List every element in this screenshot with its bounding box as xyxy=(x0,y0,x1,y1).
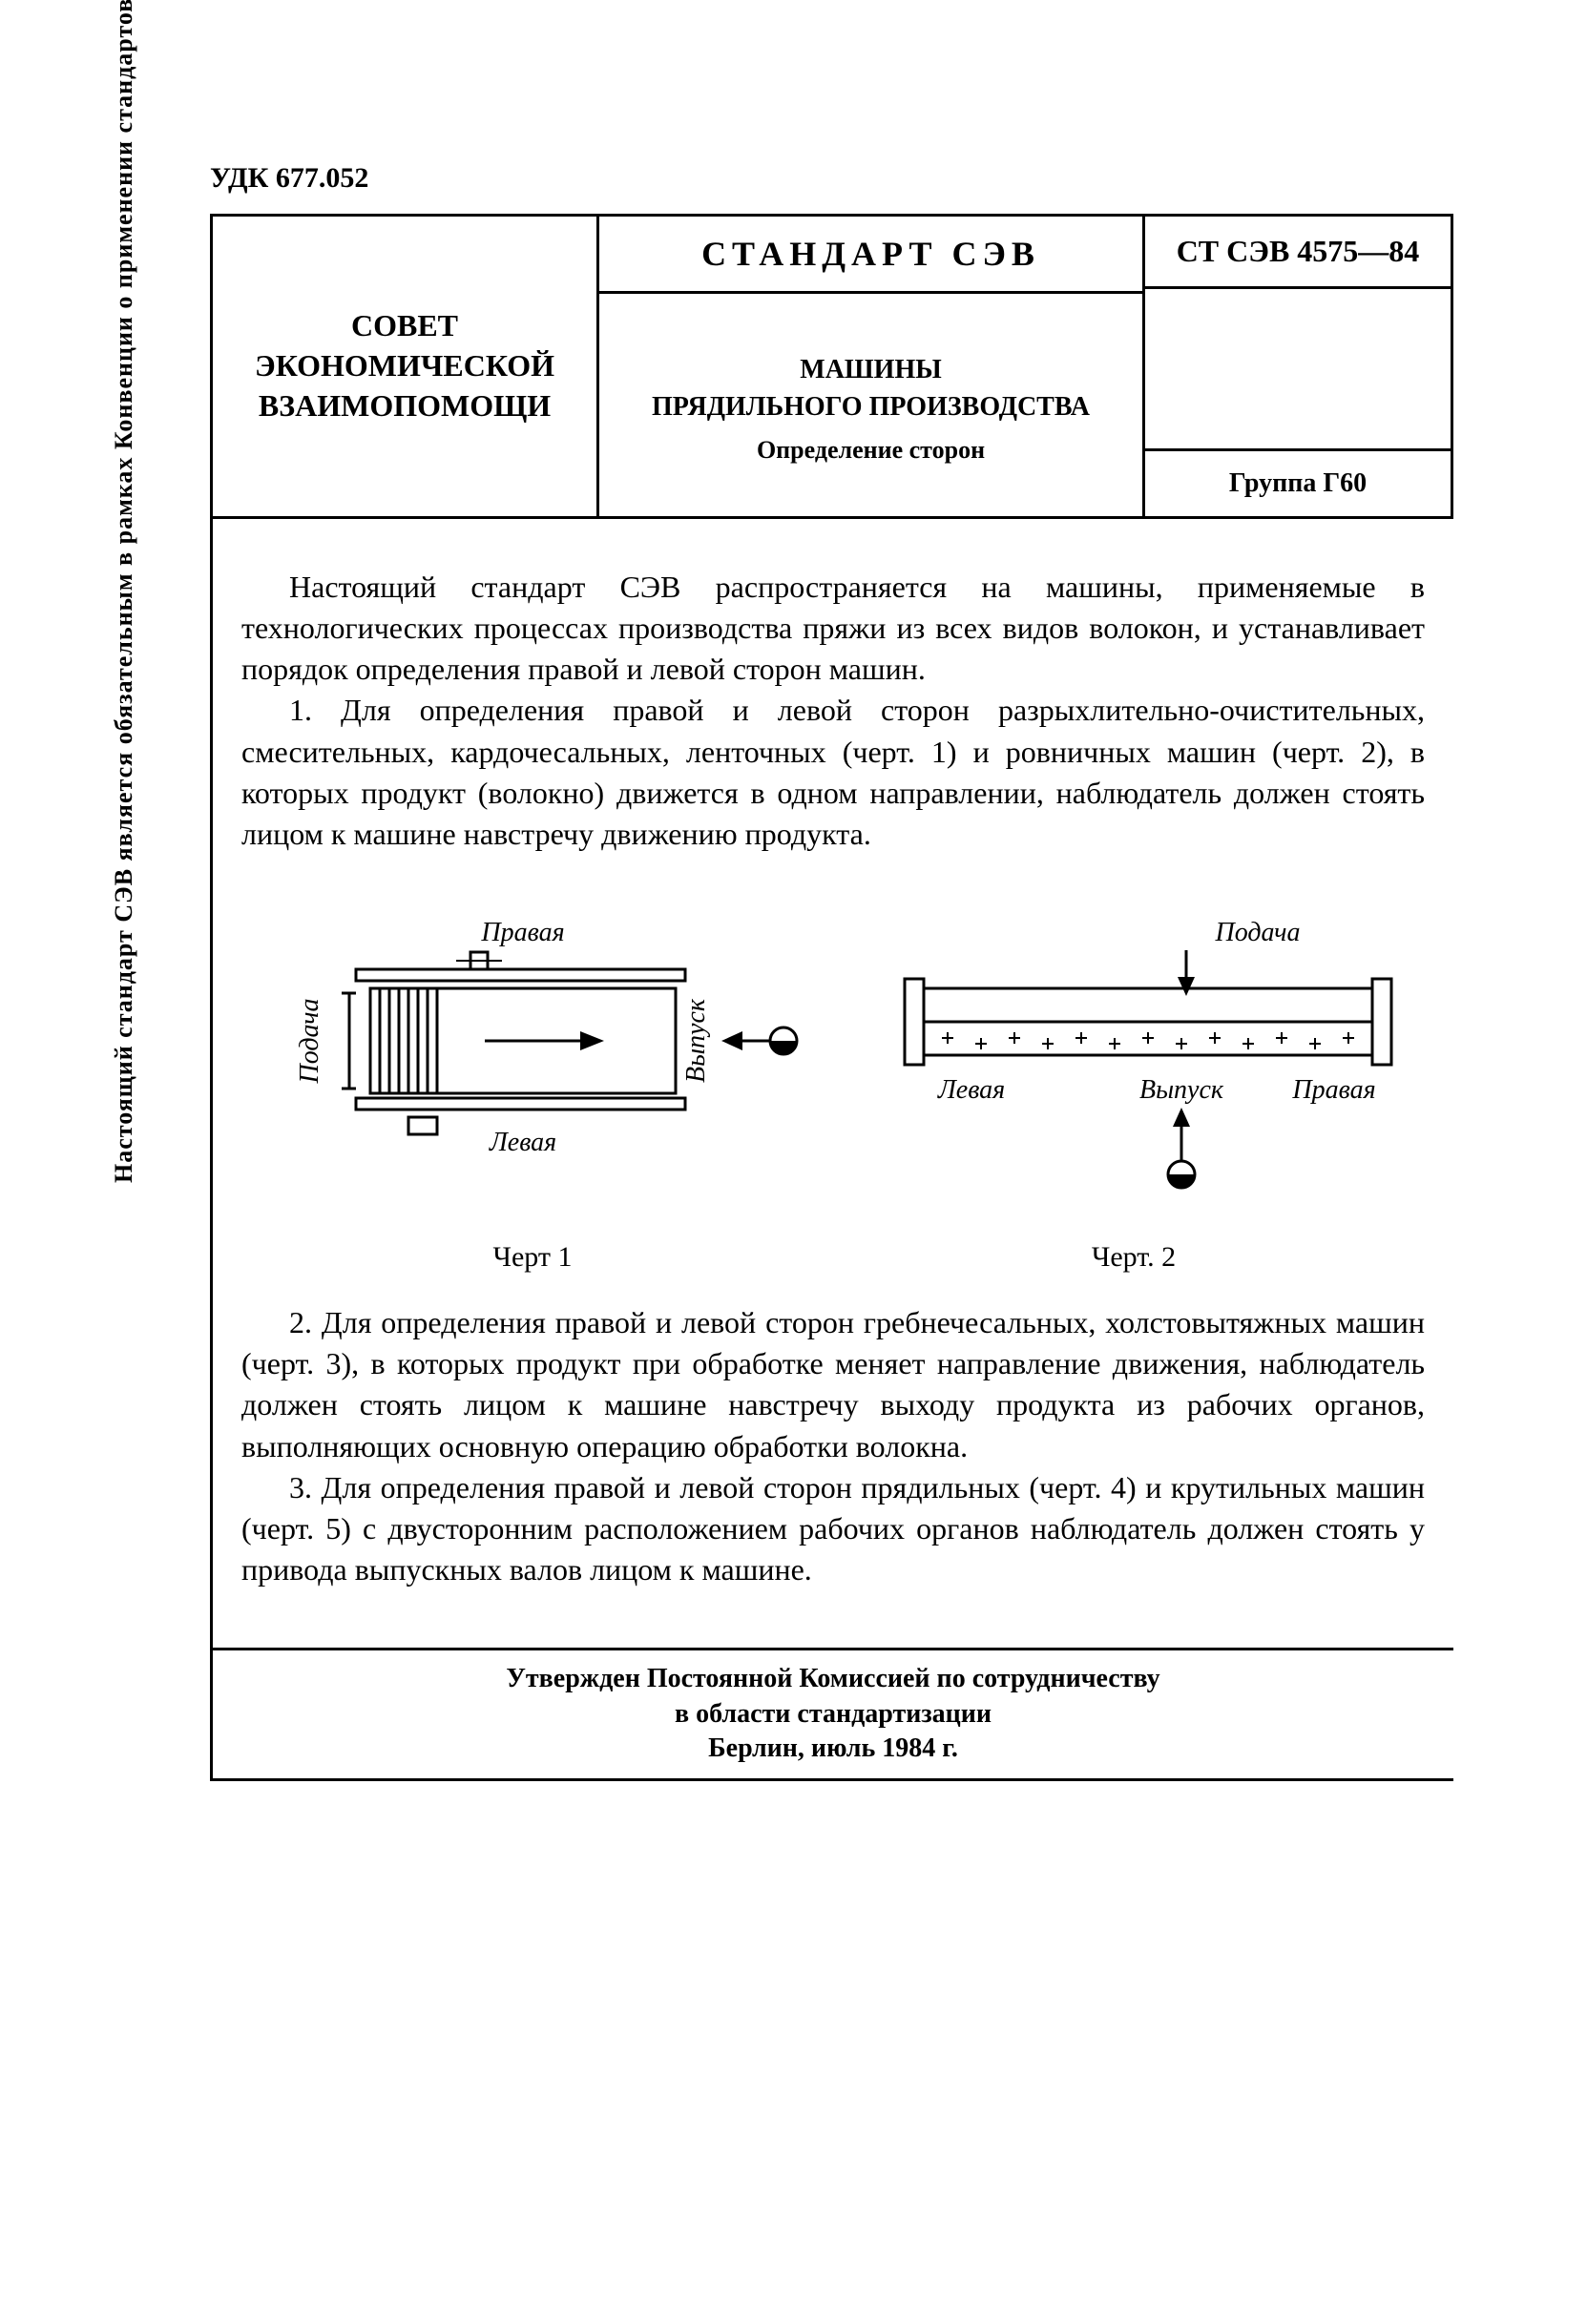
figure-2: Подача xyxy=(867,912,1401,1274)
title-sub: Определение сторон xyxy=(609,433,1133,467)
standard-code: СТ СЭВ 4575—84 xyxy=(1145,217,1451,289)
fig2-plus-row xyxy=(942,1032,1354,1049)
body-text-block: Настоящий стандарт СЭВ распространяется … xyxy=(213,519,1453,883)
fig2-label-left: Левая xyxy=(937,1075,1005,1105)
header-spacer xyxy=(1145,289,1451,451)
para-intro: Настоящий стандарт СЭВ распространяется … xyxy=(241,567,1425,691)
footer-line2: в области стандартизации xyxy=(213,1697,1453,1732)
fig2-label-right: Правая xyxy=(1291,1075,1375,1105)
para-2: 2. Для определения правой и левой сторон… xyxy=(241,1302,1425,1467)
para-3: 3. Для определения правой и левой сторон… xyxy=(241,1467,1425,1591)
fig1-label-bottom: Левая xyxy=(489,1128,556,1157)
fig1-label-right: Выпуск xyxy=(681,998,711,1083)
org-text: СОВЕТ ЭКОНОМИЧЕСКОЙ ВЗАИМОПОМОЩИ xyxy=(255,306,554,425)
document-title: МАШИНЫ ПРЯДИЛЬНОГО ПРОИЗВОДСТВА Определе… xyxy=(599,294,1142,516)
fig2-obs-arrow-head xyxy=(1173,1108,1190,1127)
udk-code: УДК 677.052 xyxy=(210,162,1453,195)
footer-line3: Берлин, июль 1984 г. xyxy=(213,1732,1453,1766)
standard-name: СТАНДАРТ СЭВ xyxy=(599,217,1142,294)
fig2-label-top: Подача xyxy=(1214,918,1300,947)
fig1-obs-arrow-head xyxy=(721,1031,742,1050)
body-text-block-2: 2. Для определения правой и левой сторон… xyxy=(213,1283,1453,1619)
figures-row: Правая xyxy=(213,883,1453,1283)
fig1-foot xyxy=(408,1117,437,1134)
header-code-column: СТ СЭВ 4575—84 Группа Г60 xyxy=(1145,217,1453,516)
header-table: СОВЕТ ЭКОНОМИЧЕСКОЙ ВЗАИМОПОМОЩИ СТАНДАР… xyxy=(213,217,1453,519)
figure-1-svg: Правая xyxy=(265,912,800,1198)
fig1-label-left: Подача xyxy=(295,999,324,1085)
fig2-left-cap xyxy=(905,979,924,1065)
figure-2-svg: Подача xyxy=(867,912,1401,1198)
page: Настоящий стандарт СЭВ является обязател… xyxy=(0,0,1587,2324)
title-main: МАШИНЫ ПРЯДИЛЬНОГО ПРОИЗВОДСТВА xyxy=(609,351,1133,425)
figure-1-caption: Черт 1 xyxy=(265,1241,800,1274)
para-1: 1. Для определения правой и левой сторон… xyxy=(241,690,1425,855)
figure-1: Правая xyxy=(265,912,800,1274)
header-organization: СОВЕТ ЭКОНОМИЧЕСКОЙ ВЗАИМОПОМОЩИ xyxy=(213,217,599,516)
footer-line1: Утвержден Постоянной Комиссией по сотруд… xyxy=(213,1662,1453,1696)
fig1-hatch xyxy=(380,988,437,1093)
content-frame: СОВЕТ ЭКОНОМИЧЕСКОЙ ВЗАИМОПОМОЩИ СТАНДАР… xyxy=(210,214,1453,1781)
sidebar-vertical-text: Настоящий стандарт СЭВ является обязател… xyxy=(110,0,138,1183)
figure-2-caption: Черт. 2 xyxy=(867,1241,1401,1274)
group-code: Группа Г60 xyxy=(1145,451,1451,516)
fig2-feed-arrow-head xyxy=(1178,977,1195,996)
fig1-bottom-plate xyxy=(356,1098,685,1110)
approval-footer: Утвержден Постоянной Комиссией по сотруд… xyxy=(213,1648,1453,1780)
fig2-label-mid: Выпуск xyxy=(1139,1075,1224,1105)
fig1-label-top: Правая xyxy=(480,918,564,947)
fig1-arrow-head xyxy=(580,1031,604,1050)
fig2-right-cap xyxy=(1372,979,1391,1065)
fig1-top-plate xyxy=(356,969,685,981)
header-title-column: СТАНДАРТ СЭВ МАШИНЫ ПРЯДИЛЬНОГО ПРОИЗВОД… xyxy=(599,217,1145,516)
